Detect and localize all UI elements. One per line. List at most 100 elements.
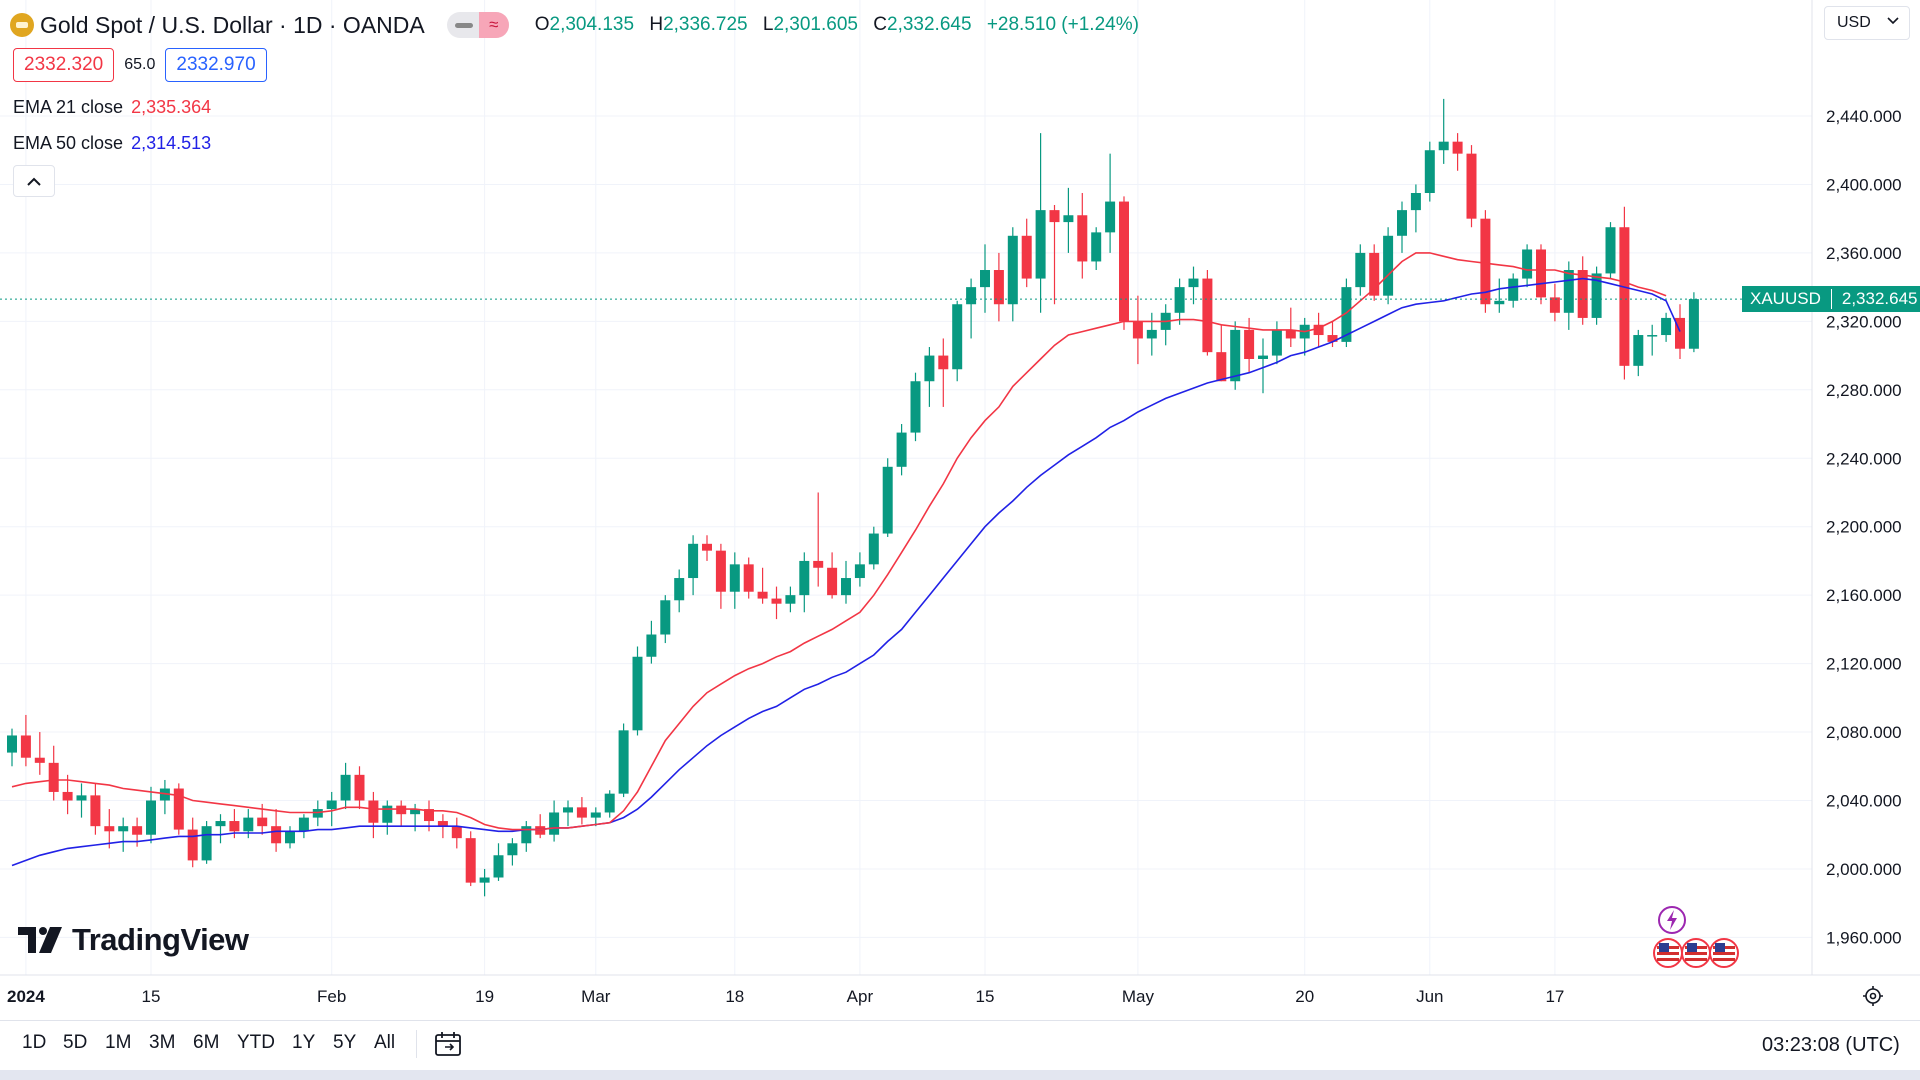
candle-body [1383, 235, 1394, 296]
ema21-legend[interactable]: EMA 21 close 2,335.364 [13, 97, 211, 118]
candle-body [312, 809, 323, 818]
range-6m-button[interactable]: 6M [193, 1032, 220, 1053]
candle [1285, 307, 1296, 348]
us-flag-icon [1709, 938, 1739, 968]
candle [159, 779, 170, 815]
tradingview-logo[interactable]: TradingView [18, 922, 249, 958]
settings-icon[interactable] [1862, 985, 1884, 1012]
price-tick-label: 2,360.000 [1826, 244, 1902, 263]
time-axis-labels: 2024 15 Feb 19 Mar 18 Apr 15 May 20 Jun 17 [7, 987, 1564, 1006]
collapse-legend-button[interactable] [13, 165, 55, 197]
candle-body [1688, 299, 1699, 349]
candle-body [924, 355, 935, 382]
sell-price-button[interactable]: 2332.320 [13, 48, 115, 82]
candle [1007, 227, 1018, 322]
low-label: L [762, 14, 774, 35]
candle-body [1146, 329, 1157, 339]
candle-body [882, 466, 893, 534]
ema50-label: EMA 50 close [13, 133, 124, 153]
candle [1577, 256, 1588, 325]
symbol-title[interactable]: Gold Spot / U.S. Dollar · 1D · OANDA [40, 11, 425, 38]
candle [1452, 133, 1463, 171]
spread-value: 65.0 [124, 56, 156, 73]
candle [187, 817, 198, 868]
currency-select[interactable]: USD [1824, 6, 1910, 40]
candle-body [1132, 321, 1143, 339]
candle-body [938, 355, 949, 370]
range-1y-button[interactable]: 1Y [292, 1032, 316, 1053]
candle-body [1063, 215, 1074, 223]
last-price-symbol: XAUUSD [1742, 289, 1832, 310]
price-tick-label: 2,160.000 [1826, 586, 1902, 605]
candle-body [563, 807, 573, 813]
candle-body [7, 735, 17, 753]
range-all-button[interactable]: All [374, 1032, 396, 1053]
candle-body [1424, 150, 1435, 194]
range-5d-button[interactable]: 5D [63, 1032, 88, 1053]
candle [1313, 312, 1324, 348]
close-label: C [873, 14, 887, 35]
candle [1202, 270, 1213, 356]
range-1d-button[interactable]: 1D [22, 1032, 47, 1053]
candle-body [590, 812, 601, 818]
candle-body [1591, 273, 1602, 318]
candle [688, 535, 699, 596]
chevron-up-icon [27, 177, 41, 186]
candle [576, 797, 587, 825]
ema50-legend[interactable]: EMA 50 close 2,314.513 [13, 133, 211, 154]
candle-body [1285, 329, 1296, 339]
range-3m-button[interactable]: 3M [149, 1032, 176, 1053]
candle-body [410, 809, 421, 815]
candle-body [1647, 335, 1658, 337]
time-tick-label: Mar [581, 987, 611, 1006]
candle [1438, 98, 1449, 164]
ema50-line [11, 277, 1681, 867]
range-ytd-button[interactable]: YTD [237, 1032, 275, 1053]
bottom-toolbar [0, 1020, 1920, 1071]
candle-body [1007, 235, 1018, 305]
candle-body [521, 826, 532, 844]
candle [854, 552, 865, 587]
candle [1091, 227, 1102, 271]
price-tick-label: 2,320.000 [1826, 312, 1902, 331]
us-flag-icon [1653, 938, 1683, 968]
close-value: 2,332.645 [887, 14, 972, 35]
candle [104, 809, 115, 849]
time-tick-label: Feb [317, 987, 346, 1006]
candlestick-series [7, 98, 1699, 897]
range-5y-button[interactable]: 5Y [333, 1032, 357, 1053]
candle [1160, 304, 1171, 346]
utc-clock[interactable]: 03:23:08 (UTC) [1762, 1034, 1900, 1056]
candle-body [493, 855, 504, 878]
ema21-line [11, 252, 1667, 831]
candle-body [396, 805, 407, 815]
calendar-icon[interactable] [434, 1030, 464, 1063]
candle-body [1230, 329, 1241, 382]
open-label: O [534, 14, 550, 35]
candle-body [966, 287, 977, 305]
time-tick-label: May [1122, 987, 1155, 1006]
time-tick-label: 17 [1545, 987, 1564, 1006]
us-flag-icon [1681, 938, 1711, 968]
candle [451, 817, 462, 849]
candle-body [535, 826, 546, 835]
time-tick-label: 20 [1295, 987, 1314, 1006]
candle-body [813, 560, 824, 568]
candle [1244, 317, 1255, 373]
candle [660, 595, 671, 644]
candle-body [757, 591, 768, 599]
ema21-value: 2,335.364 [131, 97, 212, 117]
buy-price-button[interactable]: 2332.970 [165, 48, 267, 82]
candle [924, 347, 935, 407]
candle-body [1341, 287, 1352, 342]
candle [1077, 193, 1088, 279]
candle-body [465, 838, 476, 883]
range-1m-button[interactable]: 1M [105, 1032, 132, 1053]
dividend-lightning-icon[interactable] [1657, 905, 1687, 940]
candle [868, 526, 879, 570]
price-tick-label: 2,440.000 [1826, 107, 1902, 126]
economic-events-group[interactable] [1652, 937, 1744, 974]
compare-toggle[interactable]: ≈ [446, 12, 509, 38]
candle-body [715, 550, 726, 592]
